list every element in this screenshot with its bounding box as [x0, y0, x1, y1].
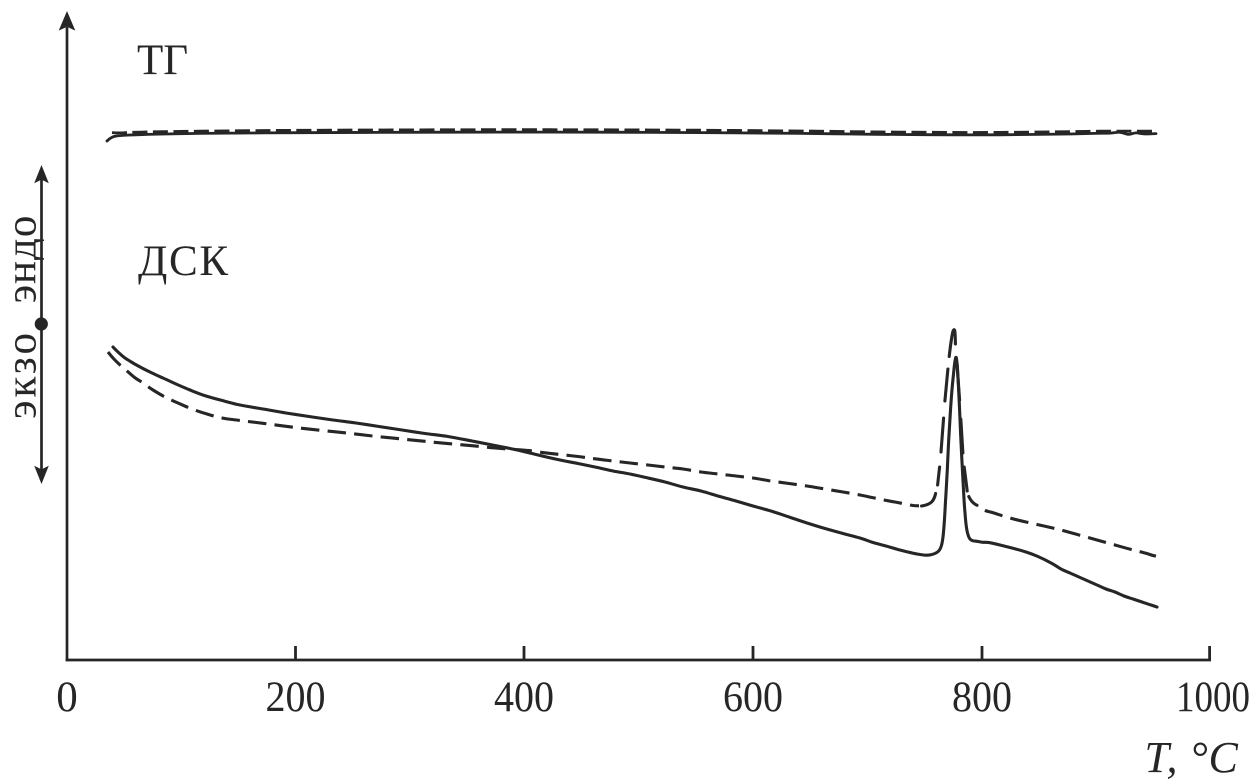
svg-text:800: 800: [952, 674, 1012, 721]
svg-text:600: 600: [723, 674, 783, 721]
svg-text:1000: 1000: [1176, 674, 1250, 721]
svg-text:ДСК: ДСК: [138, 238, 230, 285]
svg-text:экзо: экзо: [0, 330, 46, 419]
svg-text:0: 0: [56, 674, 78, 721]
svg-text:400: 400: [494, 674, 554, 721]
svg-text:эндо: эндо: [0, 215, 46, 304]
svg-text:200: 200: [266, 674, 326, 721]
svg-text:ТГ: ТГ: [137, 37, 188, 84]
svg-text:T, °C: T, °C: [1145, 733, 1239, 782]
